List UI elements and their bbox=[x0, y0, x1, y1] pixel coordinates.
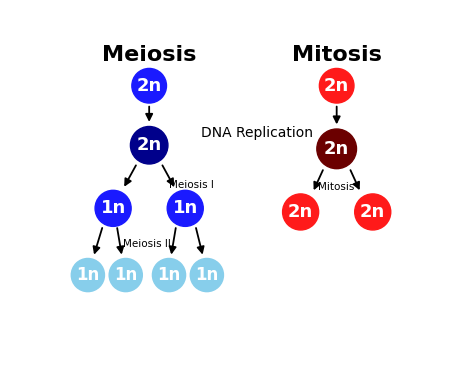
Text: 2n: 2n bbox=[137, 136, 162, 154]
Text: Mitosis: Mitosis bbox=[319, 182, 355, 192]
Text: 1n: 1n bbox=[114, 266, 137, 284]
Circle shape bbox=[153, 258, 186, 291]
Text: 1n: 1n bbox=[76, 266, 100, 284]
Circle shape bbox=[109, 258, 142, 291]
Text: Meiosis I: Meiosis I bbox=[169, 180, 214, 190]
Text: 1n: 1n bbox=[157, 266, 181, 284]
Text: 2n: 2n bbox=[288, 203, 313, 221]
Text: Meiosis: Meiosis bbox=[102, 45, 196, 65]
Text: Mitosis: Mitosis bbox=[292, 45, 382, 65]
Circle shape bbox=[130, 126, 168, 164]
Text: 1n: 1n bbox=[173, 199, 198, 217]
Text: 1n: 1n bbox=[100, 199, 126, 217]
Circle shape bbox=[355, 194, 391, 230]
Text: 2n: 2n bbox=[137, 77, 162, 95]
Text: 1n: 1n bbox=[195, 266, 219, 284]
Circle shape bbox=[167, 190, 203, 227]
Text: Meiosis II: Meiosis II bbox=[123, 239, 171, 249]
Circle shape bbox=[132, 68, 166, 103]
Circle shape bbox=[319, 68, 354, 103]
Circle shape bbox=[95, 190, 131, 227]
Text: 2n: 2n bbox=[324, 140, 349, 158]
Text: 2n: 2n bbox=[360, 203, 385, 221]
Text: DNA Replication: DNA Replication bbox=[201, 126, 313, 140]
Circle shape bbox=[317, 129, 356, 169]
Circle shape bbox=[283, 194, 319, 230]
Text: 2n: 2n bbox=[324, 77, 349, 95]
Circle shape bbox=[190, 258, 223, 291]
Circle shape bbox=[71, 258, 104, 291]
